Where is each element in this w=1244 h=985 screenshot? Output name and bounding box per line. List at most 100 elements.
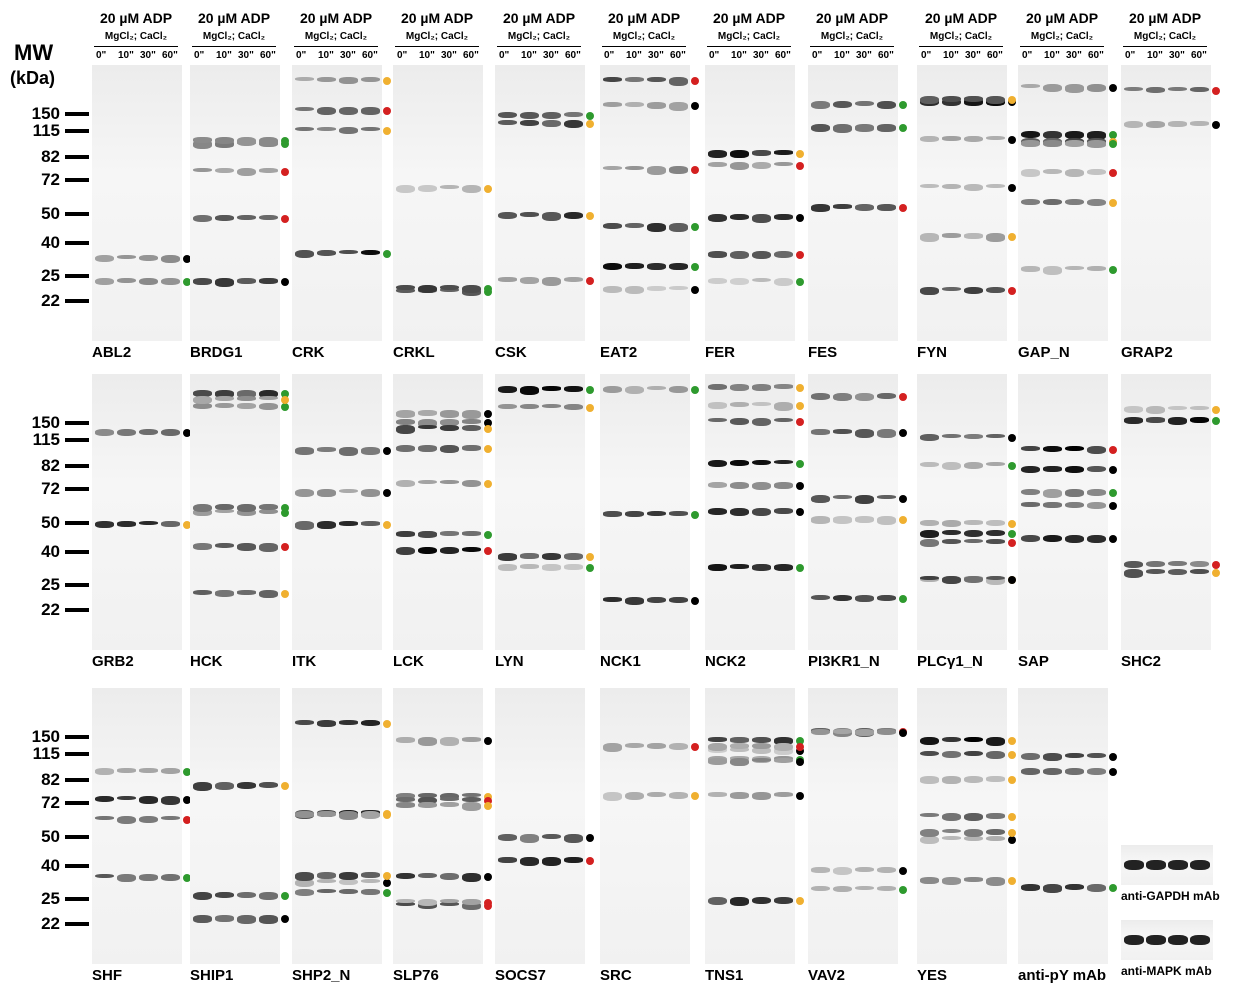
band (418, 899, 437, 906)
band (396, 531, 415, 536)
band (215, 543, 234, 548)
band (774, 460, 793, 464)
band (1043, 266, 1062, 275)
band (361, 521, 380, 525)
band (418, 737, 437, 746)
band (1146, 569, 1165, 574)
band (752, 792, 771, 800)
blot (705, 65, 795, 341)
time-label: 30" (1066, 50, 1082, 61)
band (95, 816, 114, 820)
band (647, 263, 666, 269)
marker-dot (1008, 829, 1016, 837)
band (774, 278, 793, 287)
band (603, 223, 622, 229)
header-buffer: MgCl₂; CaCl₂ (701, 31, 797, 42)
mw-tick (65, 112, 89, 116)
band (1087, 753, 1106, 759)
band (964, 96, 983, 102)
marker-dot (796, 251, 804, 259)
control-label: anti-MAPK mAb (1121, 964, 1212, 978)
band (237, 396, 256, 401)
marker-dot (1008, 737, 1016, 745)
band (215, 215, 234, 221)
band (1168, 406, 1187, 410)
band (1021, 535, 1040, 542)
band (774, 482, 793, 489)
marker-dot (281, 504, 289, 512)
time-label: 0" (812, 50, 822, 61)
band (1021, 489, 1040, 495)
band (625, 743, 644, 748)
marker-dot (281, 782, 289, 790)
band (986, 829, 1005, 835)
mw-label: 50 (20, 513, 60, 533)
mw-tick (65, 299, 89, 303)
band (833, 595, 852, 602)
band (1043, 502, 1062, 508)
blot (495, 688, 585, 964)
band (361, 811, 380, 819)
marker-dot (796, 278, 804, 286)
header-buffer: MgCl₂; CaCl₂ (913, 31, 1009, 42)
marker-dot (1008, 287, 1016, 295)
band (920, 434, 939, 441)
band (1043, 140, 1062, 147)
band (462, 480, 481, 488)
band (1065, 753, 1084, 758)
band (440, 531, 459, 536)
band (1043, 884, 1062, 892)
time-label: 10" (1147, 50, 1163, 61)
band (774, 792, 793, 797)
band (625, 223, 644, 228)
marker-dot (796, 564, 804, 572)
band (542, 857, 561, 865)
band (1021, 84, 1040, 88)
band (986, 836, 1005, 841)
band (396, 425, 415, 434)
band (1168, 561, 1187, 567)
band (730, 508, 749, 516)
band (520, 120, 539, 126)
band (95, 874, 114, 879)
time-label: 0" (397, 50, 407, 61)
header-rule (602, 46, 686, 47)
band (1087, 446, 1106, 454)
band (669, 223, 688, 232)
band (95, 278, 114, 286)
band (215, 504, 234, 510)
header-treatment: 20 µM ADP (389, 10, 485, 26)
time-label: 30" (753, 50, 769, 61)
panel-label: SHC2 (1121, 653, 1161, 670)
band (920, 751, 939, 757)
time-label: 0" (296, 50, 306, 61)
band (855, 101, 874, 107)
band (811, 393, 830, 400)
panel-label: PLCγ1_N (917, 653, 983, 670)
marker-dot (899, 729, 907, 737)
band (920, 96, 939, 104)
band (1190, 561, 1209, 567)
band (117, 278, 136, 284)
band (259, 137, 278, 145)
blot (1018, 65, 1108, 341)
band (237, 278, 256, 284)
marker-dot (1109, 466, 1117, 474)
mw-tick (65, 922, 89, 926)
band (95, 768, 114, 774)
band (986, 434, 1005, 438)
header-treatment: 20 µM ADP (88, 10, 184, 26)
band (440, 547, 459, 554)
marker-dot (586, 120, 594, 128)
band (1087, 199, 1106, 207)
band (117, 874, 136, 882)
time-label: 60" (1191, 50, 1207, 61)
marker-dot (796, 384, 804, 392)
marker-dot (691, 597, 699, 605)
time-label: 0" (499, 50, 509, 61)
band (942, 776, 961, 784)
mw-tick (65, 835, 89, 839)
band (855, 429, 874, 438)
band (440, 802, 459, 807)
band (964, 751, 983, 757)
